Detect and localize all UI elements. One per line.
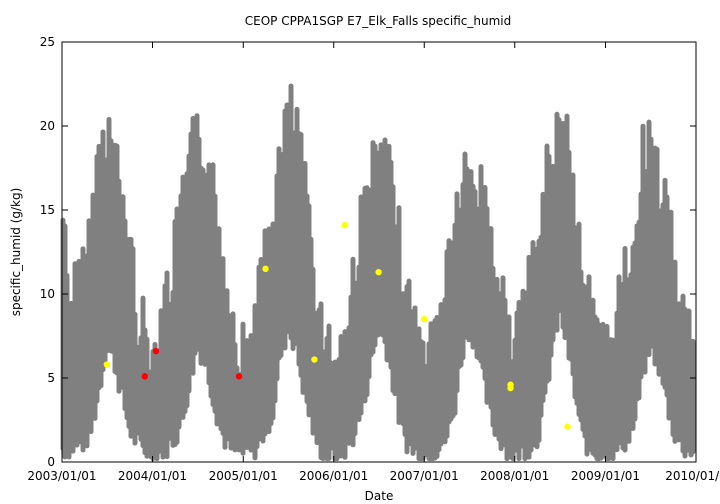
chart-title: CEOP CPPA1SGP E7_Elk_Falls specific_humi…	[245, 14, 512, 28]
y-tick-label: 20	[40, 119, 55, 133]
y-axis-label: specific_humid (g/kg)	[9, 188, 23, 317]
axes: 0 5 10 15 20 25 2003/01/01 2004/01/01 2005/01/01…	[27, 35, 720, 483]
x-tick-label: 2006/01/01	[299, 469, 368, 483]
x-tick-label: 2009/01/01	[571, 469, 640, 483]
y-tick-label: 25	[40, 35, 55, 49]
x-tick-label: 2003/01/01	[27, 469, 96, 483]
yellow-point	[375, 268, 382, 276]
x-tick-label: 2005/01/01	[209, 469, 278, 483]
x-tick-label: 2008/01/01	[480, 469, 549, 483]
yellow-point	[103, 361, 111, 368]
yellow-point	[311, 356, 318, 363]
yellow-point	[341, 221, 349, 229]
x-tick-label: 2010/01/0	[665, 469, 720, 483]
y-tick-label: 0	[47, 455, 55, 469]
yellow-point	[507, 384, 514, 392]
red-point	[152, 347, 160, 355]
x-axis-label: Date	[365, 489, 394, 503]
x-tick-label: 2007/01/01	[390, 469, 459, 483]
yellow-point	[421, 316, 428, 323]
yellow-point	[564, 423, 571, 430]
red-point	[235, 373, 243, 380]
y-tick-label: 10	[40, 287, 55, 301]
y-tick-label: 5	[47, 371, 55, 385]
plot-frame	[61, 41, 697, 463]
data-marks	[60, 83, 696, 462]
yellow-point	[262, 265, 269, 272]
red-point	[141, 373, 149, 380]
x-tick-label: 2004/01/01	[118, 469, 187, 483]
y-tick-label: 15	[40, 203, 55, 217]
